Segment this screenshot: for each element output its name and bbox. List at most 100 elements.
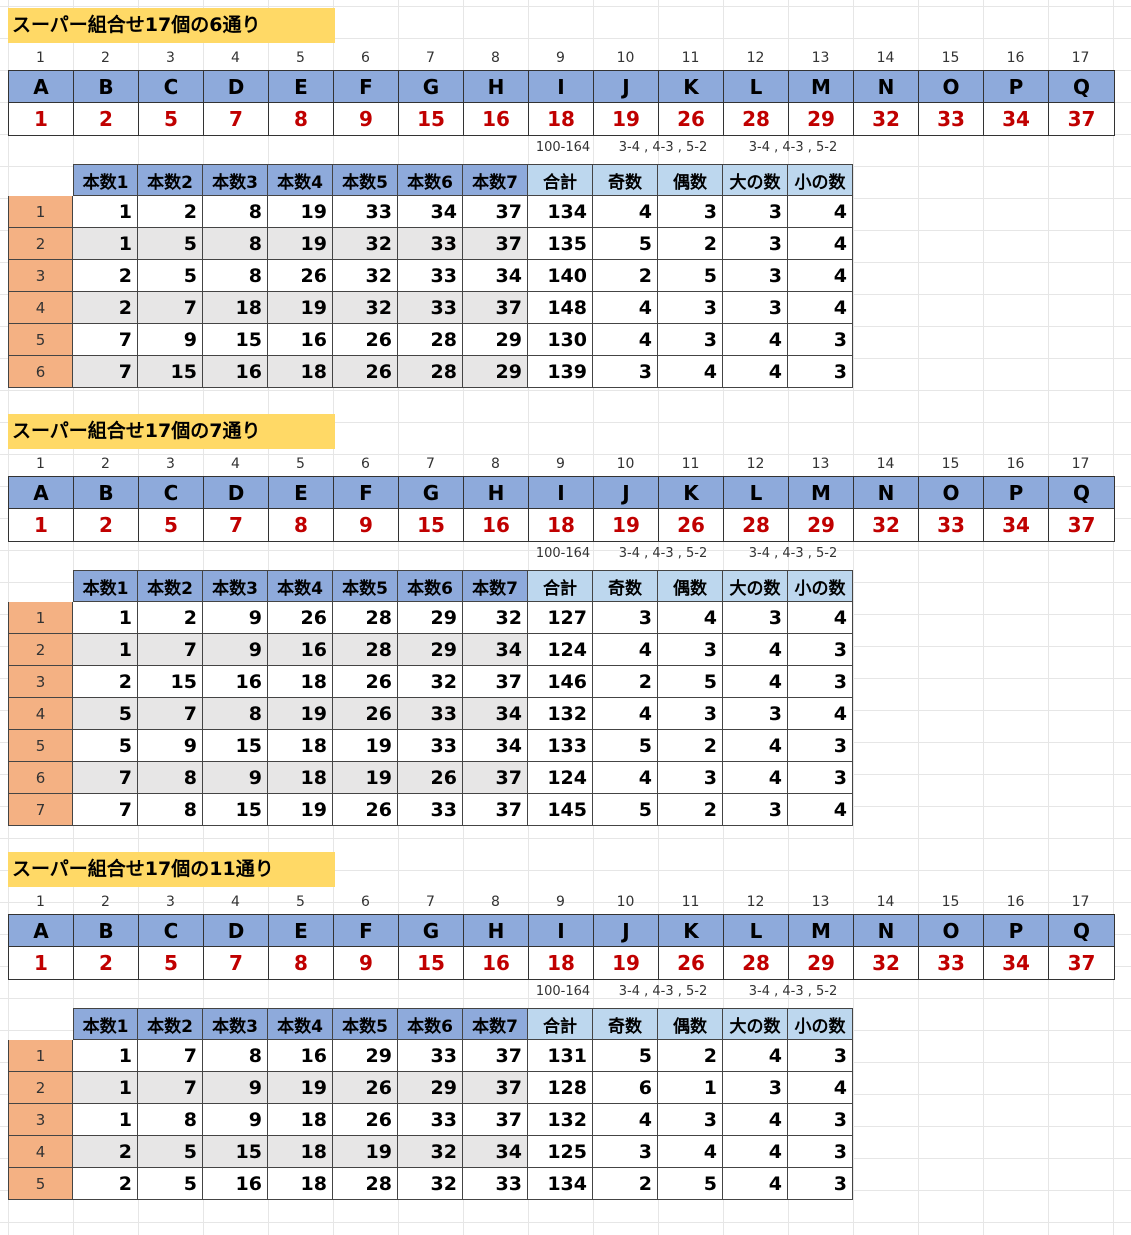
number-cell[interactable]: 19 <box>594 509 659 541</box>
letter-cell[interactable]: A <box>9 71 74 102</box>
pick-cell[interactable]: 26 <box>333 666 398 698</box>
column-header[interactable]: 本数3 <box>203 570 268 602</box>
stat-cell[interactable]: 130 <box>528 324 593 356</box>
row-number[interactable]: 3 <box>8 666 73 698</box>
stat-cell[interactable]: 4 <box>788 292 853 324</box>
pick-cell[interactable]: 19 <box>268 228 333 260</box>
column-header[interactable]: 偶数 <box>658 164 723 196</box>
pick-cell[interactable]: 37 <box>463 666 528 698</box>
letter-cell[interactable]: M <box>789 915 854 946</box>
number-cell[interactable]: 34 <box>984 947 1049 979</box>
letter-cell[interactable]: B <box>74 915 139 946</box>
pick-cell[interactable]: 7 <box>138 1072 203 1104</box>
pick-cell[interactable]: 9 <box>138 730 203 762</box>
pick-cell[interactable]: 5 <box>73 698 138 730</box>
column-header[interactable]: 小の数 <box>788 1008 853 1040</box>
pick-cell[interactable]: 15 <box>203 324 268 356</box>
pick-cell[interactable]: 1 <box>73 1104 138 1136</box>
column-index[interactable]: 5 <box>296 456 305 472</box>
pick-cell[interactable]: 7 <box>138 698 203 730</box>
pick-cell[interactable]: 32 <box>333 292 398 324</box>
letter-cell[interactable]: L <box>724 71 789 102</box>
pick-cell[interactable]: 33 <box>463 1168 528 1200</box>
column-index[interactable]: 9 <box>556 894 565 910</box>
column-index[interactable]: 8 <box>491 50 500 66</box>
row-number[interactable]: 3 <box>8 260 73 292</box>
stat-cell[interactable]: 4 <box>723 356 788 388</box>
stat-cell[interactable]: 148 <box>528 292 593 324</box>
number-cell[interactable]: 29 <box>789 947 854 979</box>
column-header[interactable]: 奇数 <box>593 1008 658 1040</box>
pick-cell[interactable]: 16 <box>203 1168 268 1200</box>
column-index[interactable]: 13 <box>811 456 830 472</box>
pick-cell[interactable]: 29 <box>398 602 463 634</box>
column-index[interactable]: 6 <box>361 894 370 910</box>
letter-cell[interactable]: L <box>724 477 789 508</box>
pick-cell[interactable]: 26 <box>268 602 333 634</box>
pick-cell[interactable]: 26 <box>333 324 398 356</box>
letter-cell[interactable]: D <box>204 477 269 508</box>
pick-cell[interactable]: 2 <box>73 1136 138 1168</box>
pick-cell[interactable]: 32 <box>333 228 398 260</box>
number-cell[interactable]: 18 <box>529 947 594 979</box>
pick-cell[interactable]: 32 <box>398 1168 463 1200</box>
pick-cell[interactable]: 26 <box>333 1104 398 1136</box>
row-number[interactable]: 2 <box>8 228 73 260</box>
stat-cell[interactable]: 3 <box>658 634 723 666</box>
column-index[interactable]: 15 <box>941 50 960 66</box>
pick-cell[interactable]: 2 <box>73 292 138 324</box>
letter-cell[interactable]: I <box>529 477 594 508</box>
column-header[interactable]: 合計 <box>528 570 593 602</box>
number-cell[interactable]: 2 <box>74 509 139 541</box>
stat-cell[interactable]: 132 <box>528 1104 593 1136</box>
column-index[interactable]: 16 <box>1006 894 1025 910</box>
letter-cell[interactable]: G <box>399 477 464 508</box>
pick-cell[interactable]: 1 <box>73 228 138 260</box>
column-header[interactable]: 偶数 <box>658 1008 723 1040</box>
pick-cell[interactable]: 37 <box>463 228 528 260</box>
row-number[interactable]: 5 <box>8 324 73 356</box>
column-index[interactable]: 8 <box>491 894 500 910</box>
letter-cell[interactable]: B <box>74 477 139 508</box>
pick-cell[interactable]: 7 <box>138 1040 203 1072</box>
stat-cell[interactable]: 4 <box>723 1168 788 1200</box>
pick-cell[interactable]: 37 <box>463 196 528 228</box>
number-cell[interactable]: 28 <box>724 509 789 541</box>
pick-cell[interactable]: 8 <box>203 698 268 730</box>
pick-cell[interactable]: 33 <box>398 1104 463 1136</box>
number-cell[interactable]: 7 <box>204 947 269 979</box>
letter-cell[interactable]: M <box>789 71 854 102</box>
stat-cell[interactable]: 2 <box>658 794 723 826</box>
letter-cell[interactable]: C <box>139 71 204 102</box>
stat-cell[interactable]: 3 <box>788 762 853 794</box>
pick-cell[interactable]: 2 <box>73 260 138 292</box>
column-header[interactable]: 本数6 <box>398 164 463 196</box>
stat-cell[interactable]: 3 <box>593 1136 658 1168</box>
letter-cell[interactable]: J <box>594 477 659 508</box>
stat-cell[interactable]: 3 <box>723 794 788 826</box>
column-index[interactable]: 16 <box>1006 456 1025 472</box>
pick-cell[interactable]: 28 <box>398 324 463 356</box>
column-index[interactable]: 11 <box>681 456 700 472</box>
letter-cell[interactable]: P <box>984 71 1049 102</box>
pick-cell[interactable]: 26 <box>398 762 463 794</box>
number-cell[interactable]: 8 <box>269 103 334 135</box>
letter-cell[interactable]: O <box>919 477 984 508</box>
letter-cell[interactable]: F <box>334 71 399 102</box>
stat-cell[interactable]: 4 <box>788 196 853 228</box>
column-index[interactable]: 7 <box>426 456 435 472</box>
number-cell[interactable]: 15 <box>399 509 464 541</box>
number-cell[interactable]: 18 <box>529 103 594 135</box>
pick-cell[interactable]: 19 <box>268 292 333 324</box>
letter-cell[interactable]: F <box>334 477 399 508</box>
column-header[interactable]: 本数7 <box>463 164 528 196</box>
letter-cell[interactable]: E <box>269 71 334 102</box>
stat-cell[interactable]: 4 <box>723 762 788 794</box>
letter-cell[interactable]: D <box>204 71 269 102</box>
column-index[interactable]: 3 <box>166 894 175 910</box>
pick-cell[interactable]: 33 <box>398 698 463 730</box>
column-header[interactable]: 本数5 <box>333 164 398 196</box>
number-cell[interactable]: 1 <box>9 947 74 979</box>
letter-cell[interactable]: N <box>854 477 919 508</box>
column-index[interactable]: 1 <box>36 894 45 910</box>
